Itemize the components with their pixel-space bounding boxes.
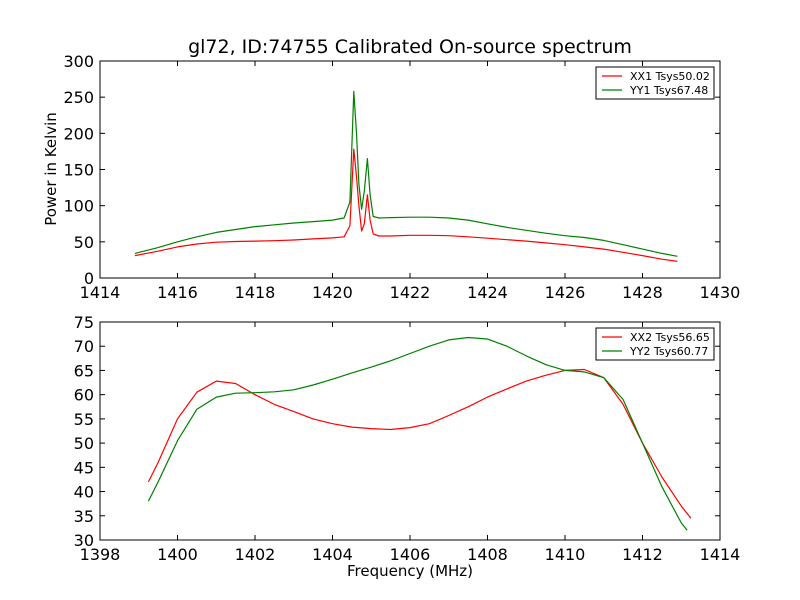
legend-label: XX1 Tsys50.02 [630,70,710,83]
series-line-2 [134,90,678,257]
y-tick-label: 65 [74,361,94,380]
x-tick-label: 1414 [80,283,121,302]
y-tick-label: 0 [84,269,94,288]
y-tick-label: 100 [63,197,94,216]
x-tick-label: 1414 [700,545,741,564]
y-tick-label: 35 [74,507,94,526]
y-axis-label-top: Power in Kelvin [42,112,60,226]
y-tick-label: 40 [74,483,94,502]
y-tick-label: 50 [74,434,94,453]
y-tick-label: 60 [74,386,94,405]
x-tick-label: 1416 [157,283,198,302]
y-tick-label: 200 [63,124,94,143]
x-tick-label: 1420 [312,283,353,302]
x-tick-label: 1402 [235,545,276,564]
legend-box [595,66,715,100]
x-tick-label: 1418 [235,283,276,302]
series-line-2 [147,336,688,531]
legend-label: YY1 Tsys67.48 [629,84,708,97]
y-tick-label: 150 [63,161,94,180]
legend-label: XX2 Tsys56.65 [630,331,710,344]
x-axis-label-bottom: Frequency (MHz) [347,562,473,580]
y-tick-label: 300 [63,52,94,71]
chart-title: gl72, ID:74755 Calibrated On-source spec… [188,36,632,58]
x-tick-label: 1430 [700,283,741,302]
x-tick-label: 1400 [157,545,198,564]
x-tick-label: 1408 [467,545,508,564]
x-tick-label: 1406 [390,545,431,564]
y-tick-label: 75 [74,313,94,332]
y-tick-label: 30 [74,531,94,550]
x-tick-label: 1398 [80,545,121,564]
y-tick-label: 50 [74,233,94,252]
x-tick-label: 1422 [390,283,431,302]
x-tick-label: 1428 [622,283,663,302]
x-tick-label: 1426 [545,283,586,302]
y-tick-label: 55 [74,410,94,429]
x-tick-label: 1424 [467,283,508,302]
x-tick-label: 1412 [622,545,663,564]
series-line-1 [147,368,692,519]
bottom-plot-panel: 1398 1400 1402 1404 1406 1408 1410 1412 1414 30 35… [74,313,741,564]
x-tick-label: 1410 [545,545,586,564]
series-line-1 [134,148,678,262]
x-tick-label: 1404 [312,545,353,564]
top-plot-panel: 1414 1416 1418 1420 1422 1424 1426 1428 1430 0 50 1… [63,52,740,302]
y-tick-label: 250 [63,88,94,107]
legend-box [595,327,715,361]
y-tick-label: 45 [74,458,94,477]
y-tick-label: 70 [74,337,94,356]
legend-label: YY2 Tsys60.77 [629,345,708,358]
